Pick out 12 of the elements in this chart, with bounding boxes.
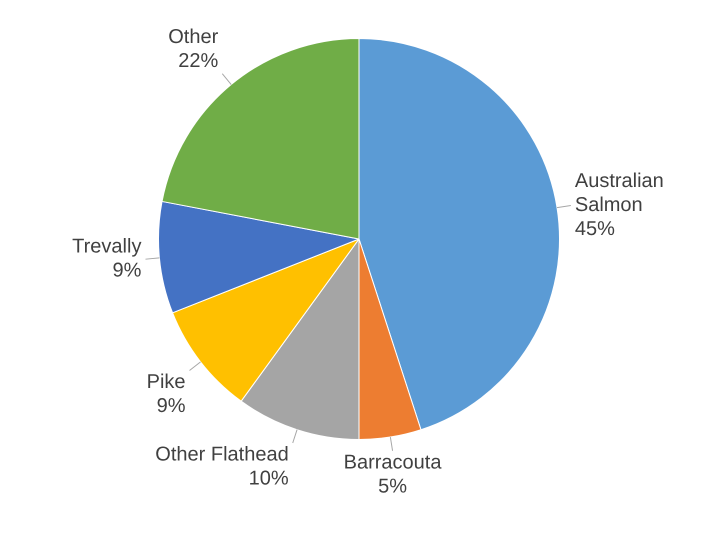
slice-label: Barracouta <box>344 451 442 474</box>
data-label: 22% <box>178 50 218 72</box>
data-label: 10% <box>248 468 289 490</box>
slice-label: Australian Salmon <box>574 170 664 216</box>
data-label: 5% <box>378 475 408 498</box>
data-label: 9% <box>156 394 186 417</box>
data-label: 45% <box>574 218 616 240</box>
data-label: 9% <box>112 260 142 282</box>
slice-label: Trevally <box>72 236 142 258</box>
slice-label: Other Flathead <box>155 444 289 466</box>
slice-label: Other <box>168 26 219 48</box>
slice-label: Pike <box>146 370 186 393</box>
